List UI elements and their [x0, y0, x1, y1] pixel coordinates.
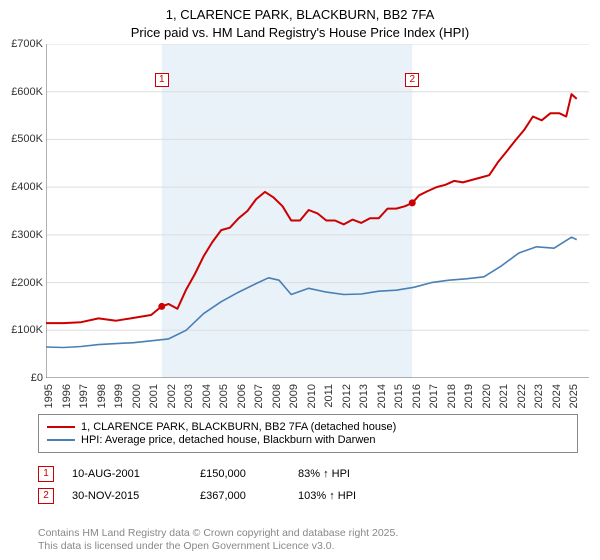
legend: 1, CLARENCE PARK, BLACKBURN, BB2 7FA (de…	[38, 414, 578, 453]
x-tick-label: 2011	[323, 384, 335, 408]
chart-svg	[46, 44, 589, 378]
x-tick-label: 2006	[236, 384, 248, 408]
x-tick-label: 2019	[463, 384, 475, 408]
transaction-row: 1 10-AUG-2001 £150,000 83% ↑ HPI	[38, 466, 356, 482]
x-tick-label: 2020	[481, 384, 493, 408]
x-tick-label: 2017	[428, 384, 440, 408]
x-tick-label: 2021	[498, 384, 510, 408]
y-tick-label: £200K	[11, 277, 43, 289]
y-tick-label: £0	[31, 372, 43, 384]
x-tick-label: 1998	[96, 384, 108, 408]
tx-marker-1: 1	[38, 466, 54, 482]
legend-swatch-2	[47, 439, 75, 441]
x-tick-label: 2025	[568, 384, 580, 408]
x-tick-label: 2024	[551, 384, 563, 408]
x-tick-label: 2002	[166, 384, 178, 408]
x-tick-label: 1999	[113, 384, 125, 408]
legend-label-1: 1, CLARENCE PARK, BLACKBURN, BB2 7FA (de…	[81, 421, 396, 433]
x-tick-label: 2000	[131, 384, 143, 408]
tx-price-2: £367,000	[200, 490, 280, 502]
chart-marker-2: 2	[405, 73, 419, 87]
y-tick-label: £400K	[11, 181, 43, 193]
y-tick-label: £500K	[11, 133, 43, 145]
legend-row: 1, CLARENCE PARK, BLACKBURN, BB2 7FA (de…	[47, 421, 569, 433]
title-line2: Price paid vs. HM Land Registry's House …	[0, 24, 600, 42]
x-tick-label: 2015	[393, 384, 405, 408]
x-tick-label: 2012	[341, 384, 353, 408]
x-tick-label: 2001	[148, 384, 160, 408]
transaction-list: 1 10-AUG-2001 £150,000 83% ↑ HPI 2 30-NO…	[38, 466, 356, 510]
chart-title: 1, CLARENCE PARK, BLACKBURN, BB2 7FA Pri…	[0, 0, 600, 41]
x-tick-label: 2013	[358, 384, 370, 408]
y-tick-label: £700K	[11, 38, 43, 50]
x-tick-label: 2010	[306, 384, 318, 408]
x-tick-label: 2023	[533, 384, 545, 408]
x-tick-label: 1995	[43, 384, 55, 408]
title-line1: 1, CLARENCE PARK, BLACKBURN, BB2 7FA	[0, 6, 600, 24]
y-tick-label: £600K	[11, 86, 43, 98]
tx-date-1: 10-AUG-2001	[72, 468, 182, 480]
tx-delta-1: 83% ↑ HPI	[298, 468, 350, 480]
x-tick-label: 2014	[376, 384, 388, 408]
x-tick-label: 2005	[218, 384, 230, 408]
y-tick-label: £100K	[11, 324, 43, 336]
legend-swatch-1	[47, 426, 75, 428]
y-tick-label: £300K	[11, 229, 43, 241]
x-tick-label: 1996	[61, 384, 73, 408]
legend-label-2: HPI: Average price, detached house, Blac…	[81, 434, 376, 446]
x-tick-label: 2003	[183, 384, 195, 408]
plot-area	[46, 44, 589, 378]
tx-price-1: £150,000	[200, 468, 280, 480]
transaction-row: 2 30-NOV-2015 £367,000 103% ↑ HPI	[38, 488, 356, 504]
tx-marker-2: 2	[38, 488, 54, 504]
chart-container: £0£100K£200K£300K£400K£500K£600K£700K199…	[0, 44, 600, 404]
x-tick-label: 2004	[201, 384, 213, 408]
tx-date-2: 30-NOV-2015	[72, 490, 182, 502]
chart-marker-1: 1	[155, 73, 169, 87]
tx-delta-2: 103% ↑ HPI	[298, 490, 356, 502]
x-tick-label: 2007	[253, 384, 265, 408]
x-tick-label: 2022	[516, 384, 528, 408]
x-tick-label: 2018	[446, 384, 458, 408]
x-tick-label: 2009	[288, 384, 300, 408]
credits-line1: Contains HM Land Registry data © Crown c…	[38, 527, 398, 541]
credits: Contains HM Land Registry data © Crown c…	[38, 527, 398, 554]
x-tick-label: 2008	[271, 384, 283, 408]
x-tick-label: 2016	[411, 384, 423, 408]
credits-line2: This data is licensed under the Open Gov…	[38, 540, 398, 554]
x-tick-label: 1997	[78, 384, 90, 408]
legend-row: HPI: Average price, detached house, Blac…	[47, 434, 569, 446]
